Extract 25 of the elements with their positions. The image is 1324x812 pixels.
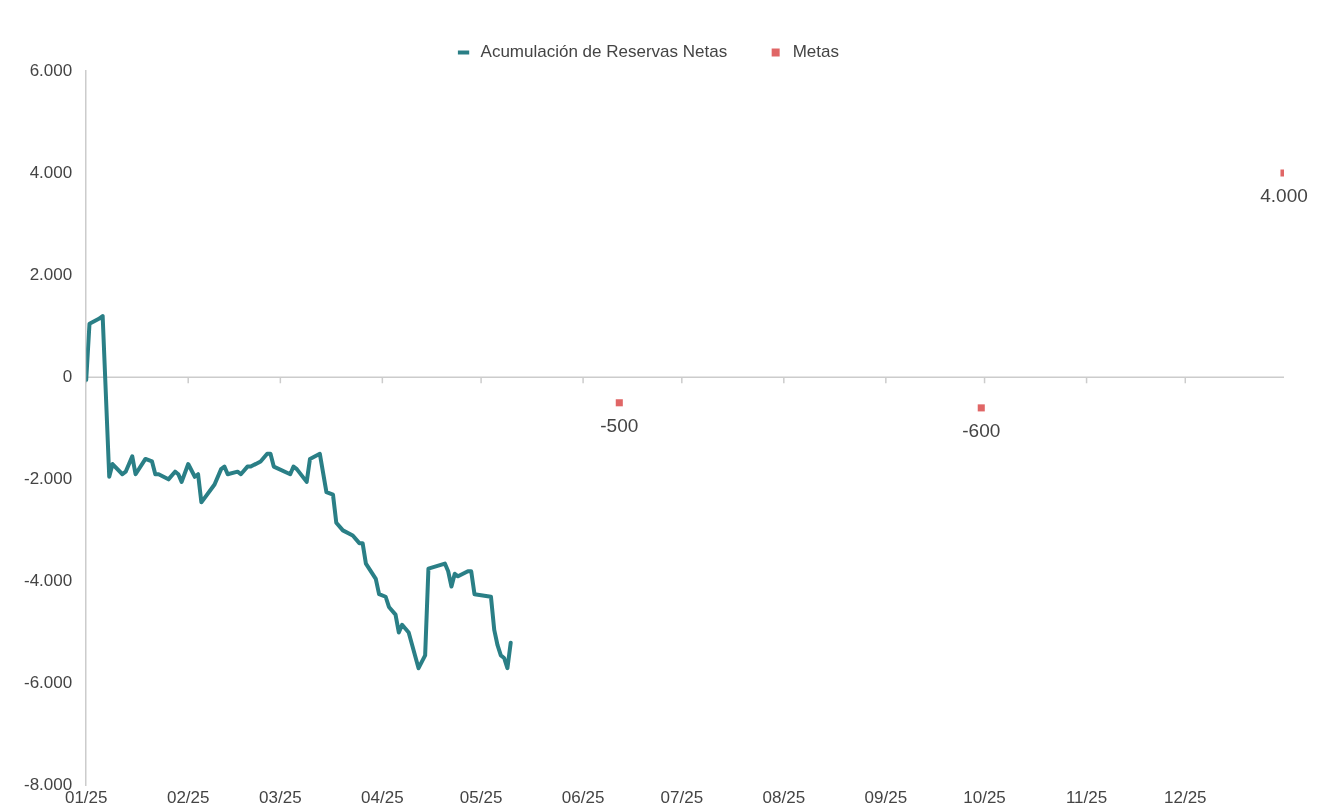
x-tick-label: 03/25	[259, 788, 302, 808]
point	[977, 404, 985, 412]
point	[615, 399, 623, 407]
x-tick-label: 08/25	[762, 788, 806, 808]
x-tick-label: 10/25	[963, 788, 1006, 808]
y-tick-label: -2.000	[24, 469, 73, 489]
legend-label: Metas	[792, 42, 839, 62]
x-tick-label: 04/25	[361, 788, 404, 808]
data-label: 4.000	[1260, 184, 1308, 206]
y-tick-label: -6.000	[24, 673, 73, 693]
y-tick-label: 2.000	[29, 264, 73, 284]
legend-label: Acumulación de Reservas Netas	[480, 42, 728, 62]
data-label: -600	[962, 419, 1001, 441]
x-tick-label: 11/25	[1065, 788, 1108, 808]
x-tick-label: 09/25	[864, 788, 908, 808]
data-label: -500	[600, 414, 639, 436]
y-tick-label: 0	[62, 366, 73, 386]
y-tick-label: -4.000	[24, 571, 73, 591]
x-tick-label: 12/25	[1164, 788, 1207, 808]
x-tick-label: 02/25	[166, 788, 210, 808]
x-tick-label: 05/25	[459, 788, 503, 808]
y-tick-label: 4.000	[29, 162, 73, 182]
y-tick-label: 6.000	[29, 60, 73, 80]
x-tick-label: 07/25	[660, 788, 704, 808]
x-tick-label: 06/25	[561, 788, 605, 808]
